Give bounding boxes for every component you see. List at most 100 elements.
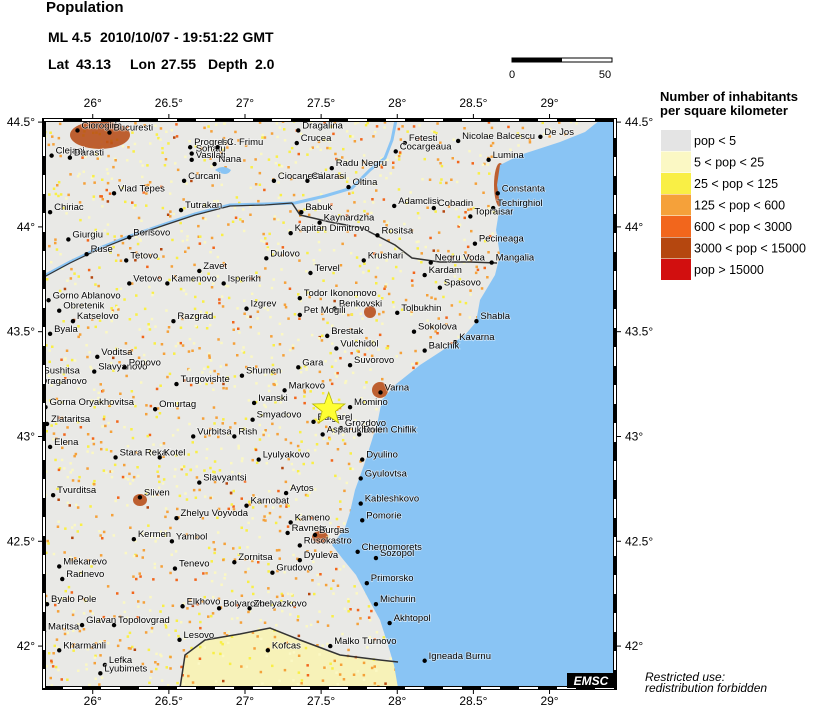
texture-cell (564, 133, 567, 136)
texture-cell (299, 518, 303, 521)
texture-cell (241, 457, 244, 460)
city-dot (47, 444, 53, 450)
texture-cell (193, 307, 197, 311)
city-label: Brestak (331, 326, 363, 337)
texture-cell (517, 144, 520, 147)
city-dot (329, 166, 334, 171)
texture-cell (84, 155, 87, 158)
texture-cell (298, 448, 301, 452)
texture-cell (307, 213, 311, 217)
texture-cell (285, 641, 288, 644)
texture-cell (305, 368, 308, 371)
texture-cell (517, 137, 521, 140)
y-tick-label: 44° (625, 220, 643, 234)
texture-cell (192, 342, 196, 345)
texture-cell (67, 193, 70, 197)
texture-cell (130, 390, 134, 393)
texture-cell (213, 480, 217, 484)
texture-cell (118, 615, 122, 618)
texture-cell (346, 230, 349, 233)
texture-cell (275, 549, 279, 552)
texture-cell (198, 242, 202, 245)
texture-cell (247, 580, 250, 584)
texture-cell (45, 665, 49, 668)
texture-cell (280, 165, 284, 168)
texture-cell (150, 630, 153, 633)
texture-cell (101, 537, 104, 540)
texture-cell (426, 206, 429, 209)
texture-cell (305, 366, 308, 369)
texture-cell (180, 665, 183, 669)
city-label: Adamclisi (398, 196, 439, 207)
texture-cell (213, 369, 216, 373)
texture-cell (154, 325, 157, 328)
city-label: Krushari (368, 250, 403, 261)
texture-cell (141, 175, 144, 179)
texture-cell (94, 325, 97, 329)
texture-cell (128, 631, 132, 635)
city-label: Vasilati (196, 150, 226, 161)
texture-cell (412, 125, 416, 128)
texture-cell (356, 121, 360, 124)
texture-cell (258, 121, 262, 124)
texture-cell (336, 584, 340, 587)
texture-cell (148, 254, 151, 257)
texture-cell (211, 612, 215, 615)
legend-swatch (661, 237, 691, 259)
city-label: Akhtopol (394, 613, 431, 624)
urban-area (364, 306, 376, 318)
texture-cell (300, 682, 303, 685)
texture-cell (351, 467, 355, 471)
texture-cell (236, 354, 239, 357)
texture-cell (127, 351, 130, 354)
texture-cell (159, 384, 162, 387)
texture-cell (264, 405, 267, 409)
texture-cell (395, 355, 398, 358)
texture-cell (278, 679, 281, 683)
texture-cell (306, 420, 309, 424)
texture-cell (47, 542, 50, 545)
texture-cell (430, 296, 433, 299)
texture-cell (282, 221, 285, 224)
texture-cell (220, 295, 224, 298)
texture-cell (359, 312, 362, 316)
texture-cell (233, 558, 237, 561)
texture-cell (73, 454, 76, 458)
texture-cell (232, 547, 235, 550)
texture-cell (297, 152, 300, 156)
texture-cell (160, 185, 163, 189)
city-label: Negru Voda (435, 253, 486, 264)
texture-cell (69, 556, 72, 559)
texture-cell (248, 609, 252, 613)
texture-cell (170, 180, 173, 183)
texture-cell (217, 507, 221, 511)
texture-cell (201, 216, 205, 220)
texture-cell (231, 220, 235, 223)
texture-cell (318, 337, 321, 340)
city-label: Calarasi (311, 171, 346, 182)
texture-cell (436, 122, 439, 125)
texture-cell (77, 669, 80, 672)
texture-cell (389, 172, 392, 175)
texture-cell (93, 661, 96, 665)
texture-cell (158, 480, 161, 484)
texture-cell (97, 619, 101, 622)
texture-cell (250, 292, 254, 296)
texture-cell (428, 178, 432, 181)
texture-cell (306, 251, 309, 255)
texture-cell (79, 218, 82, 222)
texture-cell (442, 210, 445, 213)
city-label: Ravnets (292, 523, 327, 534)
texture-cell (195, 536, 198, 539)
texture-cell (298, 472, 301, 475)
city-dot (308, 270, 313, 276)
city-dot (285, 530, 290, 536)
texture-cell (258, 275, 261, 279)
city-dot (174, 516, 179, 521)
texture-cell (209, 370, 212, 374)
texture-cell (375, 319, 378, 322)
texture-cell (274, 379, 277, 383)
texture-cell (112, 165, 115, 169)
texture-cell (198, 282, 201, 285)
texture-cell (165, 309, 168, 312)
